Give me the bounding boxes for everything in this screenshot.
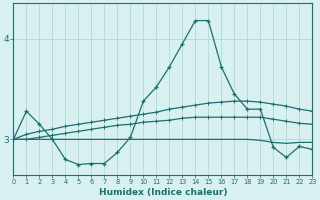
X-axis label: Humidex (Indice chaleur): Humidex (Indice chaleur)	[99, 188, 227, 197]
